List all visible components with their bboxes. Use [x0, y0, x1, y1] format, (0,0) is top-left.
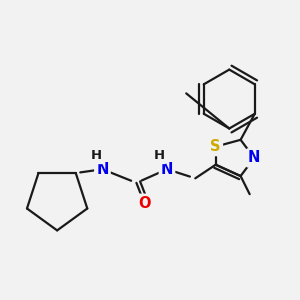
Text: O: O — [138, 196, 151, 211]
Text: S: S — [210, 139, 221, 154]
Text: N: N — [96, 162, 109, 177]
Text: N: N — [248, 150, 260, 165]
Text: H: H — [91, 149, 102, 162]
Text: H: H — [154, 149, 165, 162]
Text: N: N — [161, 162, 173, 177]
